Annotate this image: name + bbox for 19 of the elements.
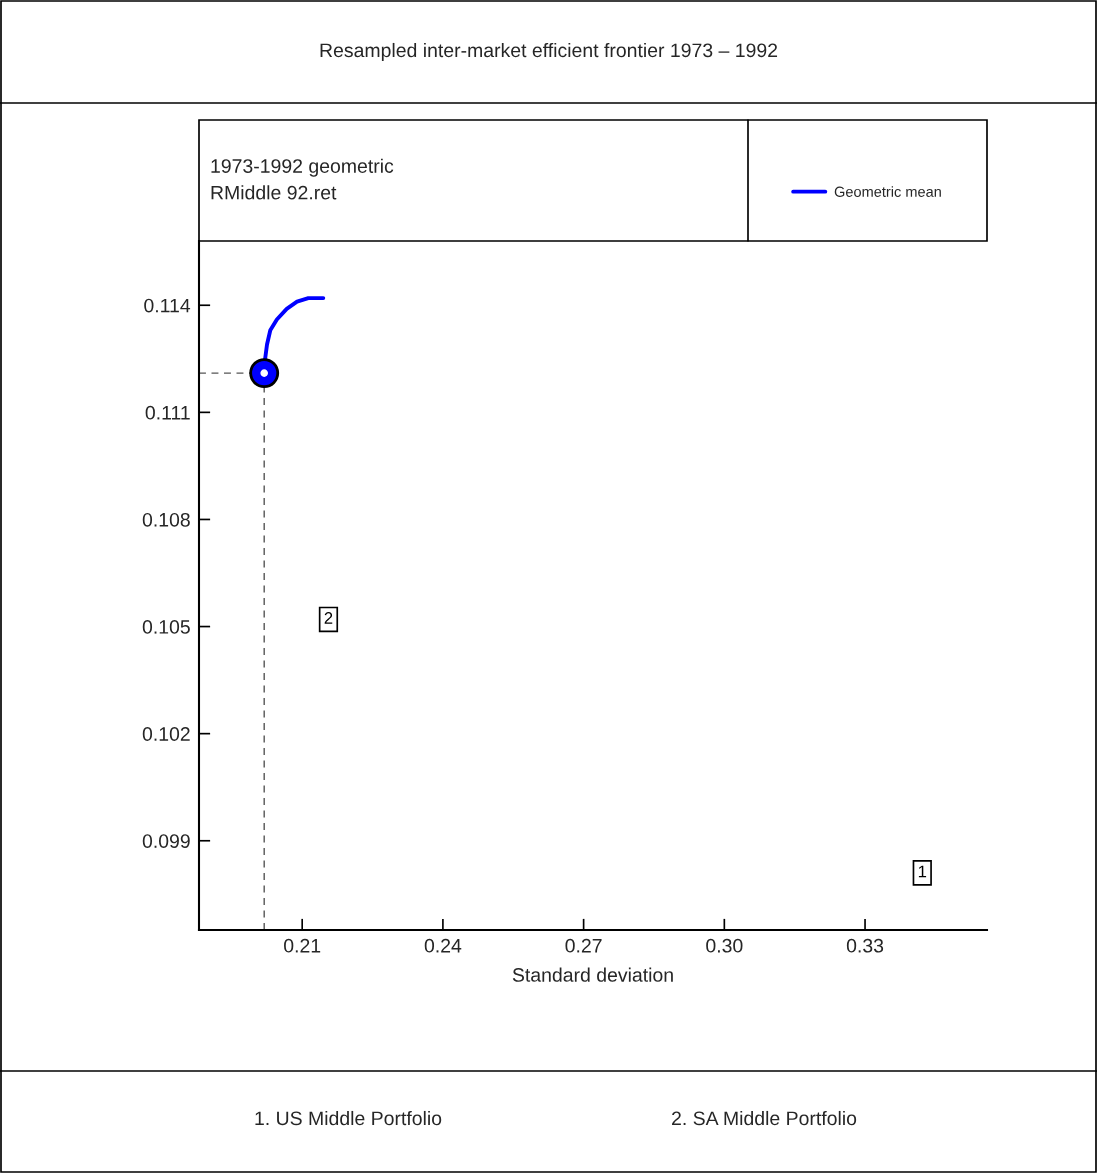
y-tick-label: 0.099 <box>142 834 190 848</box>
y-tick-label: 0.108 <box>142 512 190 527</box>
annotation: 2 <box>324 612 333 624</box>
x-axis-title: Standard deviation <box>512 967 673 982</box>
chart-subtitle: 1973-1992 geometric RMiddle 92.ret <box>211 158 394 200</box>
x-tick-label: 0.30 <box>706 938 743 953</box>
chart-title: Resampled inter-market efficient frontier 1973 – 1992 <box>320 42 778 62</box>
y-tick-label: 0.114 <box>144 298 191 313</box>
text: 2. SA Middle Portfolio <box>672 1110 857 1126</box>
text: 1. US Middle Portfolio <box>255 1110 442 1126</box>
x-tick-label: 0.21 <box>284 938 321 953</box>
annotation: 1 <box>918 865 927 878</box>
y-tick-label: 0.102 <box>142 727 190 741</box>
y-tick-label: 0.105 <box>142 620 190 634</box>
x-tick-label: 0.24 <box>424 938 462 953</box>
legend-label: Geometric mean <box>834 186 941 197</box>
x-tick-label: 0.27 <box>565 938 602 953</box>
x-tick-label: 0.33 <box>846 938 884 953</box>
y-tick-label: 0.111 <box>145 405 190 420</box>
